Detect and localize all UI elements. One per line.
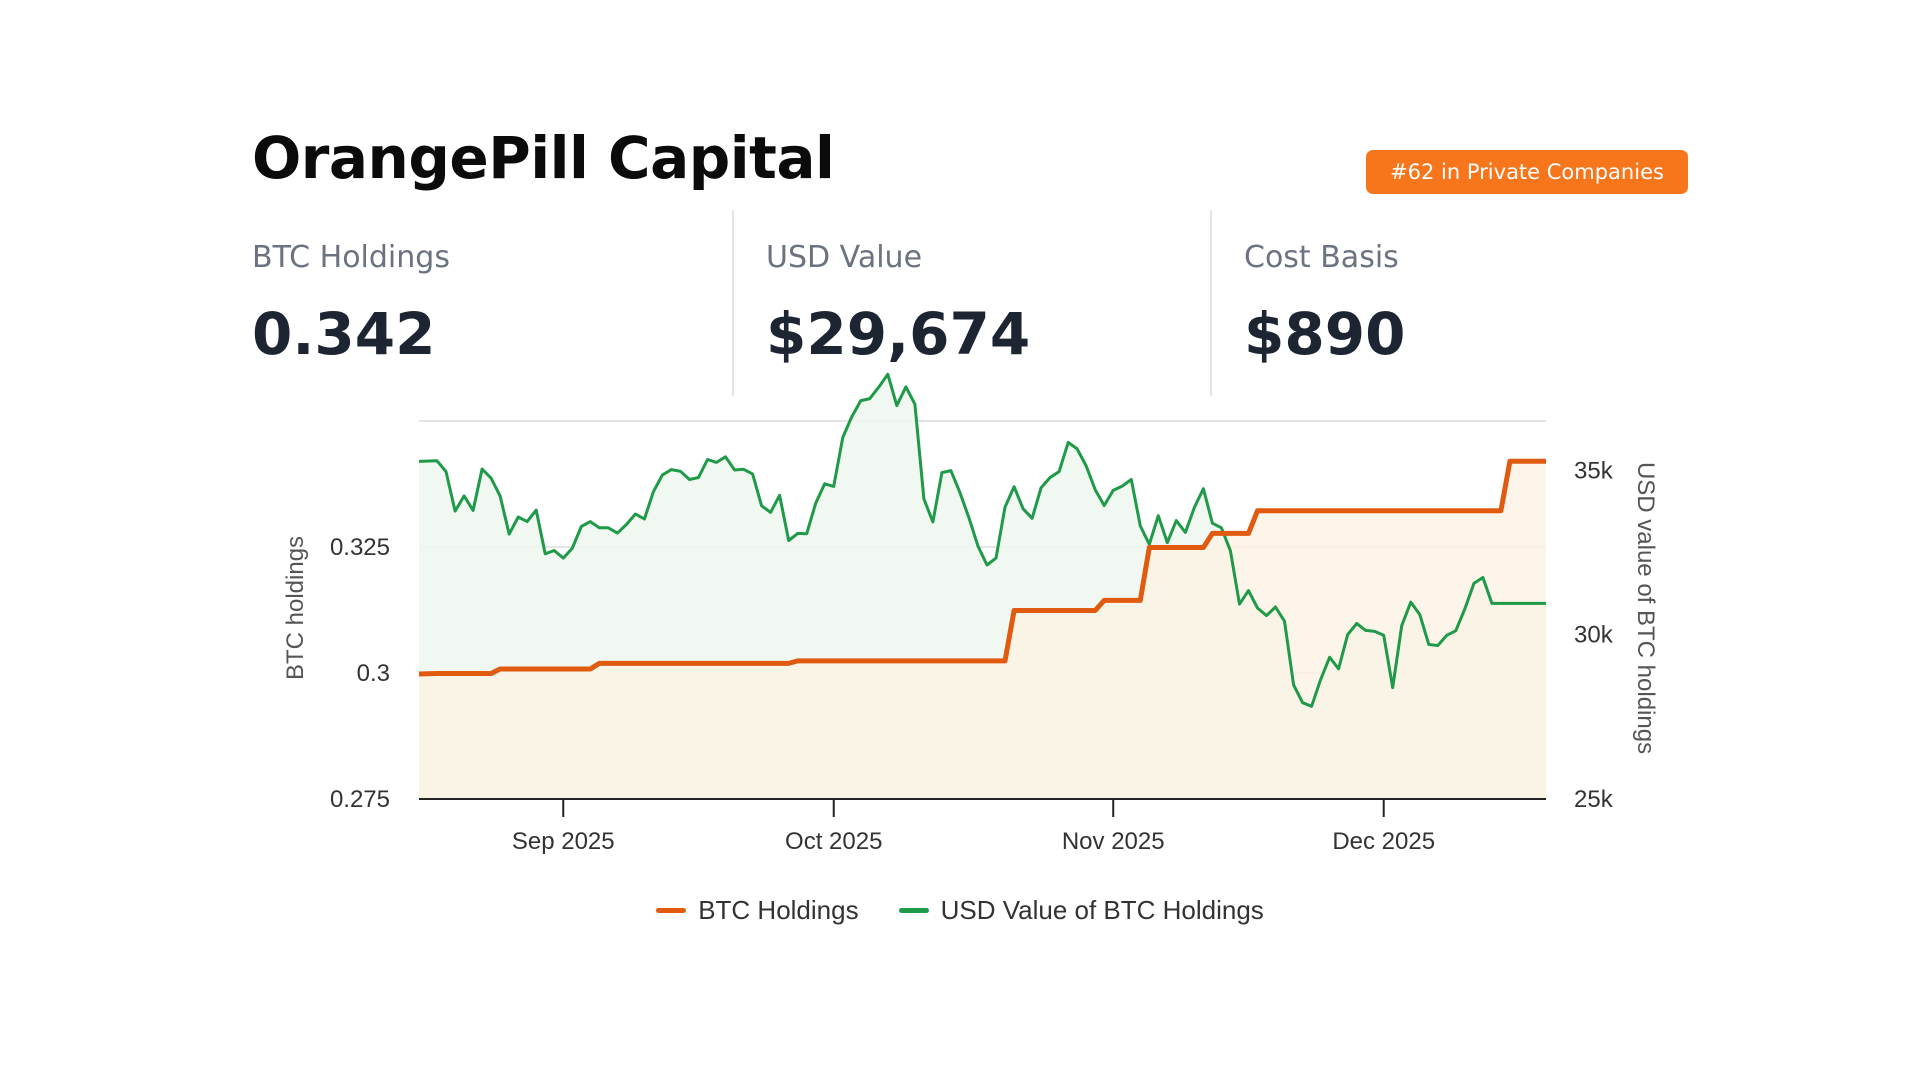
legend-swatch-btc: [656, 908, 687, 913]
x-tick-label: Dec 2025: [1332, 828, 1435, 855]
legend-item-btc[interactable]: BTC Holdings: [656, 895, 859, 926]
stat-label: Cost Basis: [1244, 240, 1399, 275]
stat-btc-holdings: BTC Holdings 0.342: [252, 210, 730, 396]
y-tick-left-label: 0.275: [330, 786, 390, 813]
y-tick-right-label: 30k: [1574, 622, 1614, 649]
stat-value: $29,674: [766, 300, 1031, 368]
stat-value: $890: [1244, 300, 1406, 368]
legend-label: BTC Holdings: [698, 895, 859, 925]
y-axis-left-label: BTC holdings: [282, 536, 309, 680]
y-tick-right-label: 25k: [1574, 786, 1614, 813]
y-axis-right-label: USD value of BTC holdings: [1632, 462, 1659, 754]
btc-area: [419, 461, 1546, 799]
x-tick-label: Oct 2025: [785, 828, 882, 855]
y-tick-right-label: 35k: [1574, 457, 1614, 484]
usd-series-line[interactable]: [418, 372, 1546, 708]
legend-swatch-usd: [898, 908, 929, 913]
rank-badge[interactable]: #62 in Private Companies: [1366, 150, 1688, 194]
stat-label: BTC Holdings: [252, 240, 450, 275]
x-tick-label: Nov 2025: [1062, 828, 1165, 855]
y-tick-left-label: 0.3: [357, 660, 390, 687]
stat-value: 0.342: [252, 300, 436, 368]
stat-label: USD Value: [766, 240, 923, 275]
btc-series-line[interactable]: [418, 458, 1546, 677]
legend-item-usd[interactable]: USD Value of BTC Holdings: [898, 895, 1264, 926]
stat-cost-basis: Cost Basis $890: [1210, 210, 1688, 396]
company-title: OrangePill Capital: [252, 124, 835, 192]
x-tick-label: Sep 2025: [512, 828, 615, 855]
stat-usd-value: USD Value $29,674: [732, 210, 1210, 396]
chart-legend: BTC Holdings USD Value of BTC Holdings: [0, 895, 1920, 926]
y-tick-left-label: 0.325: [330, 534, 390, 561]
legend-label: USD Value of BTC Holdings: [940, 895, 1264, 925]
